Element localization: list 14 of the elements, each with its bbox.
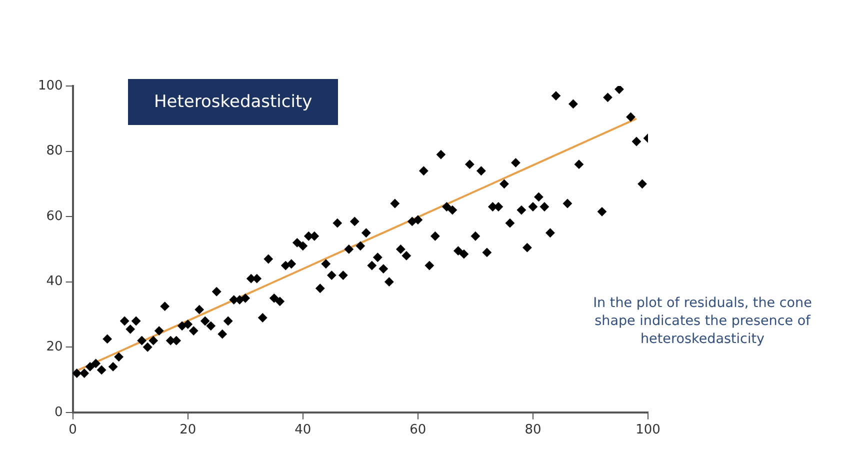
y-tick-label: 60 xyxy=(46,208,63,224)
x-tick-label: 100 xyxy=(636,422,660,438)
x-tick-label: 0 xyxy=(68,422,77,438)
y-tick-label: 100 xyxy=(38,78,63,94)
x-tick-label: 20 xyxy=(180,422,196,438)
y-tick-label: 40 xyxy=(46,274,63,290)
x-tick-label: 60 xyxy=(410,422,426,438)
y-tick-label: 20 xyxy=(46,339,63,354)
x-tick-label: 80 xyxy=(524,422,542,438)
y-tick-label: 0 xyxy=(54,404,63,420)
chart-title: Heteroskedasticity xyxy=(128,79,338,125)
y-tick-label: 80 xyxy=(46,144,63,159)
x-tick-label: 40 xyxy=(294,422,312,438)
annotation: In the plot of residuals, the cone shape indicates the presence of heteroskedasticity xyxy=(592,294,813,348)
